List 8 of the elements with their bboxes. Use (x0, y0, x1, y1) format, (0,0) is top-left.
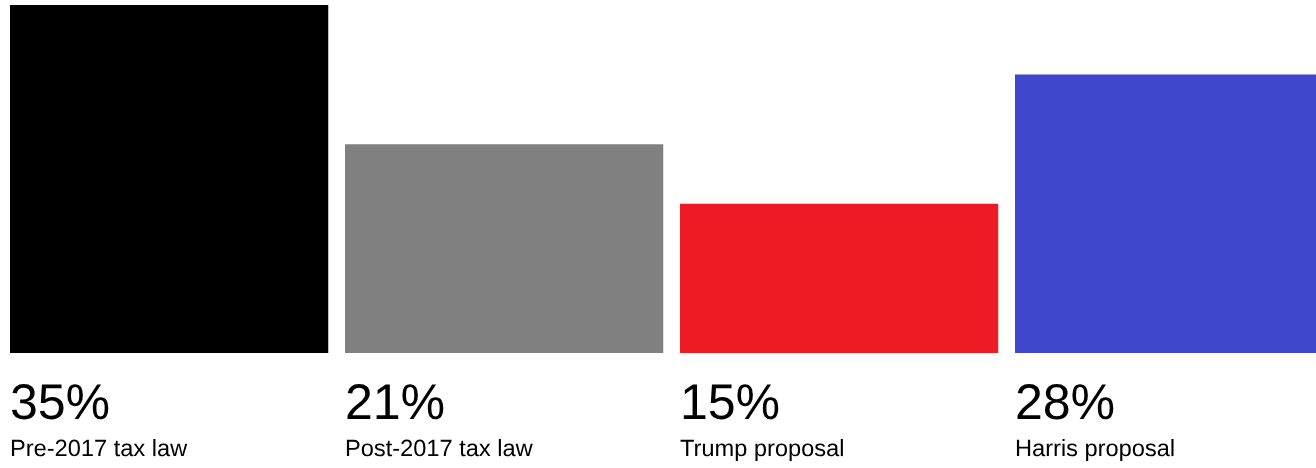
x-tick-label: Post-2017 tax law (346, 438, 533, 457)
data-label: 21% (347, 384, 444, 420)
x-tick-label: Pre-2017 tax law (11, 438, 188, 457)
data-label: 15% (683, 384, 779, 420)
data-label: 28% (1017, 384, 1114, 420)
x-tick-label: Harris proposal (1016, 438, 1174, 461)
data-label: 35% (11, 384, 109, 420)
x-tick-label: Trump proposal (680, 438, 843, 461)
